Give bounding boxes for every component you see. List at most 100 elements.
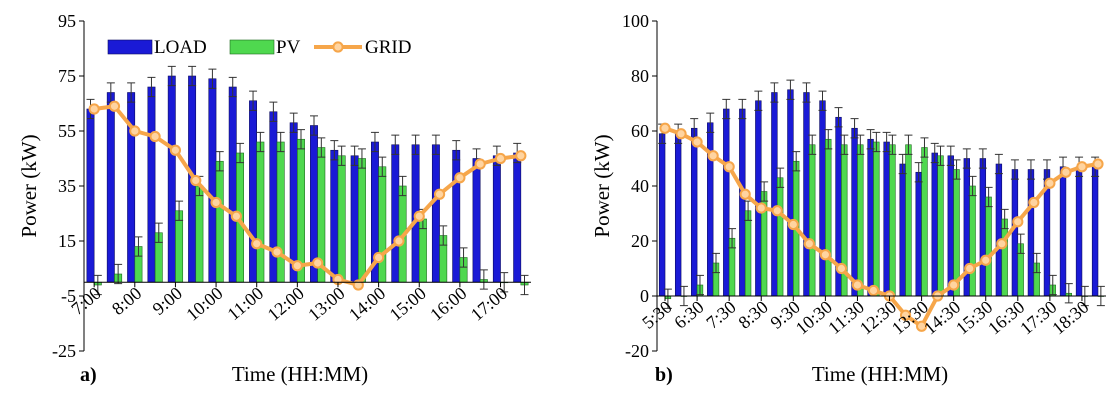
- load-bar: [755, 100, 762, 297]
- load-bar: [492, 155, 501, 283]
- grid-point: [980, 254, 992, 266]
- grid-point: [230, 210, 242, 222]
- load-bar: [249, 100, 257, 283]
- load-bar: [787, 89, 794, 297]
- grid-point: [190, 174, 202, 187]
- pv-bar: [195, 185, 204, 283]
- pv-bar: [905, 144, 912, 297]
- grid-point: [373, 251, 385, 264]
- grid-point: [851, 279, 864, 291]
- grid-point: [515, 150, 527, 162]
- grid-series-line: [93, 104, 522, 287]
- legend: [107, 39, 362, 55]
- legend-pv-swatch: [229, 39, 275, 55]
- pv-bar: [776, 177, 784, 297]
- load-bar: [1011, 169, 1019, 297]
- load-bar: [330, 149, 339, 283]
- grid-series-line: [664, 126, 1099, 329]
- chart-panel-a: [79, 20, 531, 352]
- load-bar: [1059, 166, 1067, 297]
- load-bar: [803, 92, 810, 297]
- y-tick-label: 95: [58, 11, 76, 31]
- grid-point: [803, 238, 815, 250]
- load-bar: [208, 78, 217, 283]
- grid-point: [867, 284, 880, 297]
- load-bar: [707, 122, 714, 297]
- grid-point: [474, 158, 486, 170]
- load-bar: [899, 163, 906, 297]
- x-tick-label: 11:00: [224, 283, 268, 324]
- pv-bar: [953, 169, 960, 297]
- load-bar: [723, 108, 730, 297]
- grid-point: [948, 279, 960, 291]
- load-bar: [674, 133, 682, 297]
- y-tick-label: 75: [58, 66, 76, 86]
- pv-bar: [175, 210, 184, 283]
- x-axis-title: Time (HH:MM): [232, 362, 368, 386]
- legend-pv-label: PV: [276, 37, 301, 58]
- y-tick-label: 35: [58, 176, 76, 196]
- x-tick-label: 16:00: [426, 283, 470, 325]
- y-tick-label: 100: [622, 11, 649, 31]
- grid-point: [915, 320, 928, 332]
- x-tick-label: 13:00: [304, 283, 348, 325]
- pv-bar: [889, 144, 896, 297]
- load-bar: [995, 163, 1003, 297]
- load-bar: [867, 138, 874, 297]
- load-bar: [472, 158, 481, 283]
- load-bar: [106, 92, 115, 283]
- load-bar: [979, 158, 987, 297]
- load-bar: [851, 127, 858, 297]
- grid-point: [659, 122, 671, 134]
- panel-label: a): [80, 364, 97, 386]
- x-tick-label: 8:30: [734, 297, 771, 333]
- y-tick-label: -5: [61, 286, 76, 306]
- load-bar: [391, 144, 400, 283]
- x-tick-label: 7:30: [702, 297, 739, 333]
- x-tick-label: 9:00: [149, 283, 186, 319]
- grid-point: [129, 125, 141, 137]
- pv-bar: [337, 155, 346, 283]
- grid-point: [675, 128, 687, 140]
- x-tick-label: 12:00: [264, 283, 308, 325]
- grid-point: [149, 130, 161, 143]
- panel-label: b): [655, 364, 673, 386]
- y-tick-label: 60: [631, 121, 649, 141]
- x-axis-title: Time (HH:MM): [812, 362, 948, 386]
- pv-bar: [873, 141, 880, 297]
- load-bar: [658, 133, 666, 297]
- grid-point: [454, 172, 466, 184]
- y-tick-label: 55: [58, 121, 76, 141]
- x-tick-label: 6:30: [670, 297, 707, 333]
- grid-point: [108, 100, 121, 112]
- grid-point: [1028, 196, 1040, 209]
- pv-bar: [857, 144, 864, 297]
- pv-bar: [969, 185, 976, 297]
- grid-point: [271, 246, 283, 258]
- load-bar: [691, 127, 698, 297]
- load-bar: [1075, 166, 1083, 297]
- grid-point: [1012, 216, 1024, 228]
- y-axis-title: Power (kW): [17, 134, 41, 237]
- grid-point: [433, 188, 446, 200]
- load-bar: [1091, 166, 1099, 297]
- pv-bar: [744, 210, 752, 297]
- x-tick-label: 15:00: [386, 283, 430, 325]
- y-tick-label: -25: [52, 341, 76, 361]
- grid-point: [494, 152, 507, 165]
- grid-point: [312, 257, 324, 269]
- y-axis-title: Power (kW): [590, 134, 614, 237]
- grid-point: [835, 262, 848, 275]
- pv-bar: [1001, 218, 1008, 297]
- legend-load-label: LOAD: [154, 37, 207, 58]
- x-tick-label: 14:00: [345, 283, 389, 325]
- load-bar: [289, 122, 298, 283]
- grid-point: [964, 262, 976, 275]
- grid-point: [1060, 166, 1072, 178]
- legend-load-swatch: [107, 39, 153, 55]
- grid-point: [723, 161, 735, 173]
- pv-bar: [276, 141, 285, 283]
- load-bar: [883, 141, 890, 297]
- grid-point: [707, 150, 719, 162]
